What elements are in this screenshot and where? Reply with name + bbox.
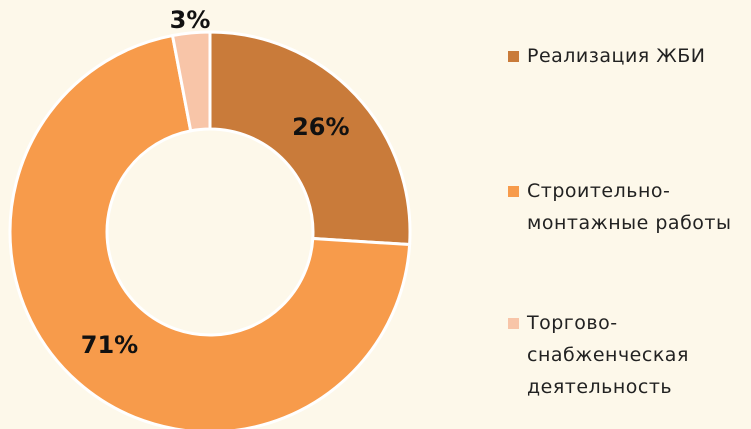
legend-swatch (508, 318, 519, 329)
legend-item: Торгово-снабженческая деятельность (508, 307, 751, 403)
data-label: 3% (170, 6, 211, 34)
legend-item: Строительно-монтажные работы (508, 175, 751, 239)
slice (208, 30, 412, 247)
legend-label: Строительно-монтажные работы (527, 180, 732, 234)
legend-swatch (508, 186, 519, 197)
legend-label: Реализация ЖБИ (527, 45, 706, 67)
data-label: 26% (292, 113, 349, 141)
slice (170, 30, 212, 133)
slice (8, 33, 412, 429)
legend-item: Реализация ЖБИ (508, 40, 751, 72)
legend-swatch (508, 51, 519, 62)
legend-label: Торгово-снабженческая деятельность (527, 312, 689, 398)
data-label: 71% (81, 331, 138, 359)
